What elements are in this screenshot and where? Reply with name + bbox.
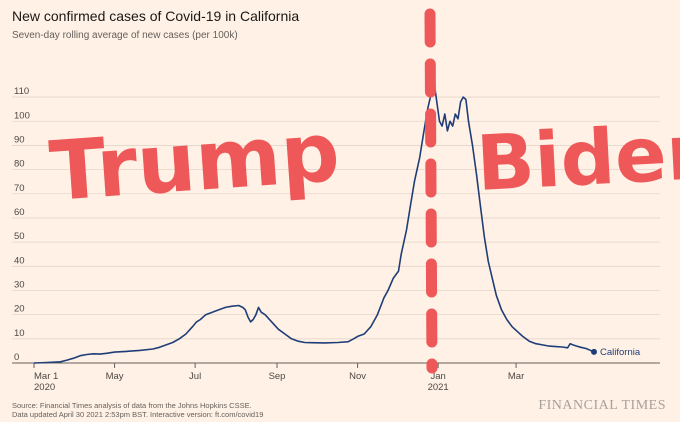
ft-logo: FINANCIAL TIMES — [538, 398, 666, 413]
handwritten-annotations: Trump Biden — [47, 8, 680, 374]
x-tick-label: Sep — [269, 371, 286, 382]
series-line-california — [33, 81, 595, 364]
series-end-marker — [591, 348, 597, 355]
y-tick-label: 70 — [14, 183, 25, 194]
x-tick-label: Jan — [430, 371, 445, 382]
y-tick-label: 20 — [14, 304, 25, 315]
gridlines — [12, 96, 660, 364]
source-note: Source: Financial Times analysis of data… — [12, 401, 263, 419]
x-tick-label: Jul — [189, 371, 201, 382]
annotation-trump: Trump — [47, 105, 343, 220]
y-tick-label: 50 — [14, 231, 25, 242]
x-tick-year-label: 2021 — [428, 382, 449, 393]
chart-title: New confirmed cases of Covid-19 in Calif… — [12, 8, 300, 24]
source-line-1: Source: Financial Times analysis of data… — [12, 401, 252, 410]
x-tick-label: Mar — [508, 371, 524, 382]
y-tick-label: 100 — [14, 110, 30, 121]
x-tick-label: Mar 1 — [34, 371, 58, 382]
y-tick-label: 40 — [14, 255, 25, 266]
x-tick-year-label: 2020 — [34, 382, 55, 393]
y-tick-label: 10 — [14, 328, 25, 339]
y-tick-label: 110 — [14, 86, 29, 97]
y-tick-label: 0 — [14, 352, 19, 363]
y-tick-label: 30 — [14, 279, 25, 290]
divider-dashed-line — [424, 8, 438, 374]
y-tick-label: 80 — [14, 159, 25, 170]
y-axis: 0 10 20 30 40 50 60 70 80 90 100 110 — [14, 86, 30, 363]
y-tick-label: 60 — [14, 207, 25, 218]
chart-subtitle: Seven-day rolling average of new cases (… — [12, 30, 238, 41]
source-line-2: Data updated April 30 2021 2:53pm BST. I… — [12, 410, 264, 419]
x-tick-label: May — [106, 371, 124, 382]
series-label-california: California — [600, 347, 641, 358]
annotation-biden: Biden — [474, 106, 680, 208]
y-tick-label: 90 — [14, 134, 25, 145]
x-tick-label: Nov — [349, 371, 366, 382]
